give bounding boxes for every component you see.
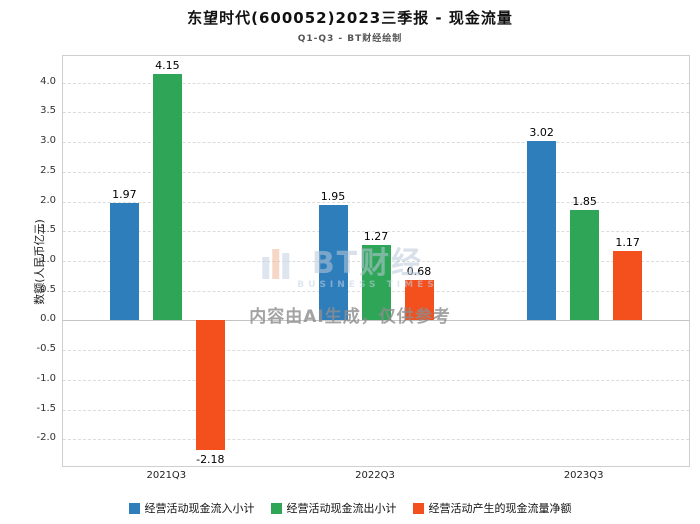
legend-swatch-icon bbox=[412, 502, 424, 514]
bar-2022Q3-series-2 bbox=[404, 280, 434, 321]
bar-2021Q3-series-1 bbox=[152, 73, 182, 321]
gridline bbox=[63, 439, 689, 441]
y-tick-label: 4.0 bbox=[40, 75, 56, 87]
gridline bbox=[63, 409, 689, 411]
y-tick-label: -0.5 bbox=[36, 343, 56, 355]
gridline bbox=[63, 112, 689, 114]
bar-value-label: -2.18 bbox=[196, 452, 225, 466]
bar-value-label: 1.27 bbox=[363, 229, 389, 243]
bar-value-label: 0.68 bbox=[406, 265, 432, 278]
y-tick-label: 2.0 bbox=[40, 194, 56, 206]
y-tick-label: -1.0 bbox=[36, 372, 56, 384]
bar-2023Q3-series-1 bbox=[570, 210, 600, 321]
page-title: 东望时代(600052)2023三季报 - 现金流量 bbox=[187, 9, 513, 27]
watermark-notice: 内容由AI生成，仅供参考 bbox=[249, 307, 451, 327]
legend-item: 经营活动现金流入小计 bbox=[128, 500, 255, 516]
chart-subtitle: Q1-Q3 - BT财经绘制 bbox=[297, 34, 403, 44]
gridline bbox=[63, 231, 689, 233]
zero-gridline bbox=[63, 320, 689, 322]
gridline bbox=[63, 82, 689, 84]
gridline bbox=[63, 142, 689, 144]
gridline bbox=[63, 350, 689, 352]
bar-value-label: 1.17 bbox=[615, 235, 640, 249]
bar-2023Q3-series-2 bbox=[613, 250, 643, 321]
y-tick-label: -2.0 bbox=[36, 432, 56, 444]
legend-item: 经营活动现金流出小计 bbox=[270, 500, 397, 516]
legend-item: 经营活动产生的现金流量净额 bbox=[412, 500, 572, 516]
bar-value-label: 3.02 bbox=[529, 125, 554, 139]
y-tick-label: 3.5 bbox=[40, 105, 56, 117]
gridline bbox=[63, 171, 689, 173]
bar-2022Q3-series-0 bbox=[318, 204, 348, 321]
gridline bbox=[63, 201, 689, 203]
y-tick-label: 1.5 bbox=[40, 224, 56, 236]
y-tick-label: 0.5 bbox=[40, 283, 56, 295]
bar-2023Q3-series-0 bbox=[527, 140, 557, 321]
x-tick-label: 2022Q3 bbox=[355, 470, 395, 481]
bar-2021Q3-series-0 bbox=[109, 203, 139, 321]
bar-value-label: 1.95 bbox=[320, 189, 346, 203]
legend-swatch-icon bbox=[128, 502, 140, 514]
legend-label: 经营活动产生的现金流量净额 bbox=[428, 502, 572, 515]
x-tick-label: 2021Q3 bbox=[146, 470, 187, 481]
chart-legend: 经营活动现金流入小计 经营活动现金流出小计 经营活动产生的现金流量净额 bbox=[0, 500, 700, 516]
bar-value-label: 4.15 bbox=[155, 58, 180, 72]
y-tick-label: 3.0 bbox=[40, 135, 56, 147]
bar-2022Q3-series-1 bbox=[361, 244, 391, 321]
y-tick-label: 2.5 bbox=[40, 164, 56, 176]
legend-label: 经营活动现金流入小计 bbox=[144, 502, 255, 515]
bar-value-label: 1.85 bbox=[572, 195, 597, 209]
x-tick-label: 2023Q3 bbox=[563, 470, 604, 481]
legend-swatch-icon bbox=[270, 502, 282, 514]
bar-value-label: 1.97 bbox=[112, 188, 137, 202]
legend-label: 经营活动现金流出小计 bbox=[286, 502, 397, 515]
y-tick-label: 1.0 bbox=[40, 254, 56, 265]
y-tick-label: -1.5 bbox=[36, 402, 56, 414]
y-tick-label: 0.0 bbox=[40, 313, 56, 325]
plot-area: 1.97 4.15 -2.18 1.95 1.27 0.68 3.02 1.85 1.17 bbox=[62, 55, 690, 467]
gridline bbox=[63, 379, 689, 381]
bar-2021Q3-series-2 bbox=[195, 320, 225, 450]
